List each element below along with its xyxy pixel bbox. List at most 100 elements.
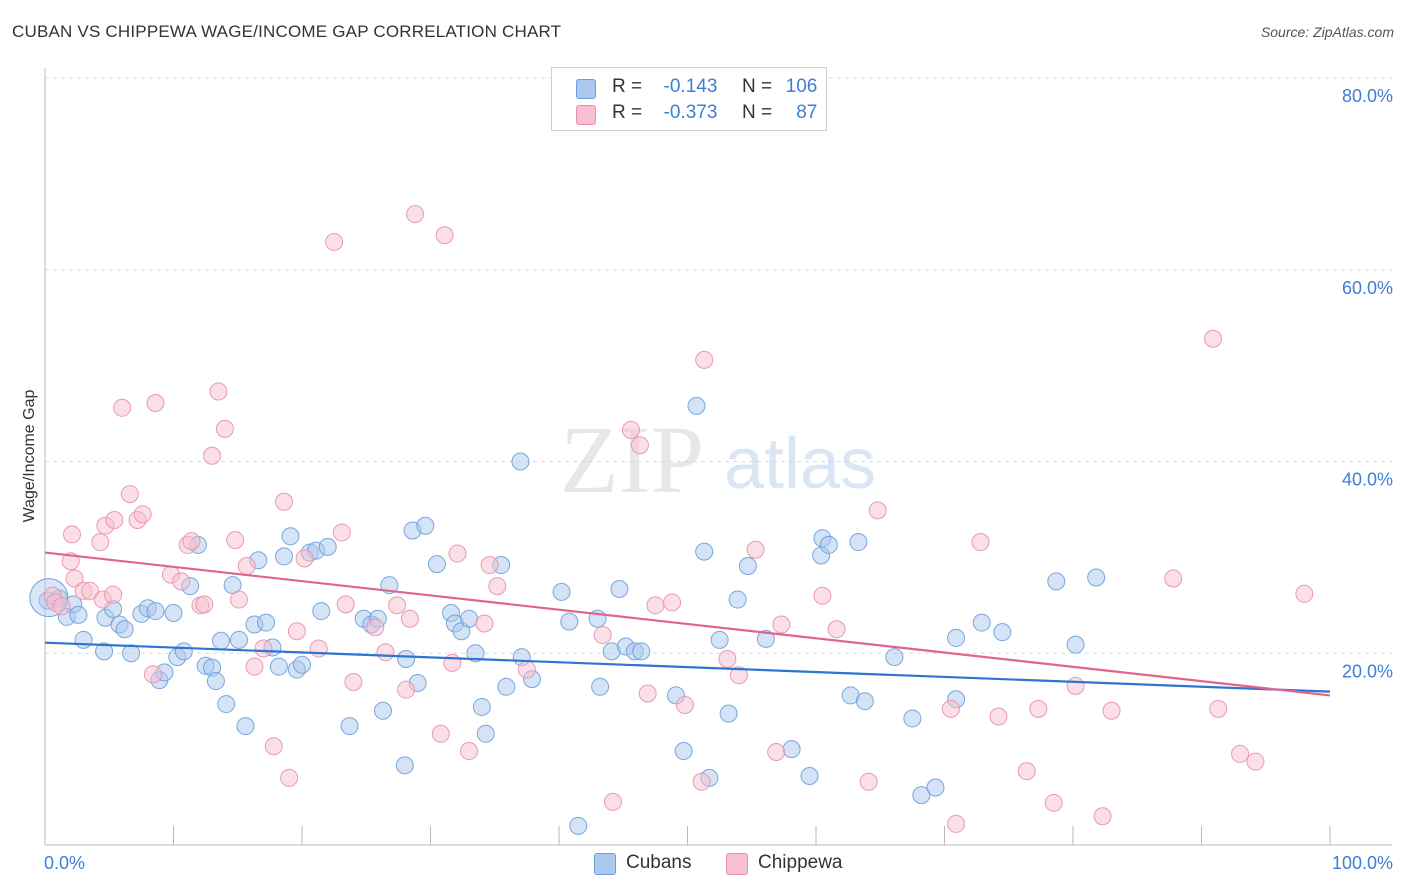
cubans-point [115, 620, 134, 639]
chippewa-point [275, 492, 294, 511]
cubans-point [476, 724, 495, 743]
chippewa-point [480, 556, 499, 575]
chippewa-point [52, 597, 71, 616]
cubans-point [738, 557, 757, 576]
cubans-point [340, 717, 359, 736]
cubans-point [217, 695, 236, 714]
chippewa-point [1246, 752, 1265, 771]
chippewa-point [344, 673, 363, 692]
cubans-point [591, 677, 610, 696]
cubans-point [312, 602, 331, 621]
chippewa-point [295, 549, 314, 568]
y-tick-label: 20.0% [1342, 661, 1393, 681]
chippewa-point [400, 609, 419, 628]
cubans-point [95, 642, 114, 661]
chippewa-point [435, 226, 454, 245]
cubans-point [782, 740, 801, 759]
y-axis-label: Wage/Income Gap [21, 390, 38, 523]
cubans-point [710, 630, 729, 649]
x-tick-label: 100.0% [1332, 853, 1393, 873]
chippewa-point [729, 666, 748, 685]
chippewa-point [746, 540, 765, 559]
chippewa-point [245, 657, 264, 676]
chippewa-point [1102, 701, 1121, 720]
cubans-point [230, 630, 249, 649]
chippewa-point [133, 505, 152, 524]
cubans-point [427, 555, 446, 574]
chippewa-point [280, 768, 299, 787]
chippewa-point [62, 525, 81, 544]
chippewa-point [593, 626, 612, 645]
axes [44, 68, 1392, 846]
cubans-point [257, 613, 276, 632]
chippewa-point [397, 680, 416, 699]
y-tick-label: 60.0% [1342, 278, 1393, 298]
cubans-point [728, 590, 747, 609]
chippewa-point [646, 596, 665, 615]
chippewa-point [143, 665, 162, 684]
chippewa-point [254, 639, 273, 658]
cubans-point [74, 630, 93, 649]
chippewa-point [237, 557, 256, 576]
chippewa-point [431, 724, 450, 743]
cubans-point [395, 756, 414, 775]
cubans-r-value: -0.143 [663, 76, 718, 97]
chippewa-point [630, 436, 649, 455]
cubans-point [912, 786, 931, 805]
chippewa-trend-line [44, 551, 1331, 697]
chippewa-point [264, 737, 283, 756]
chippewa-point [376, 643, 395, 662]
chippewa-point [695, 350, 714, 369]
chippewa-point [1204, 329, 1223, 348]
cubans-point [472, 697, 491, 716]
trend-lines [44, 551, 1331, 697]
chippewa-point [638, 684, 657, 703]
chippewa-point [1295, 584, 1314, 603]
chippewa-point [366, 618, 385, 637]
x-tick-label: 0.0% [44, 853, 85, 873]
tick-labels: 20.0% 40.0% 60.0% 80.0% 0.0% 100.0% [44, 86, 1393, 873]
chippewa-point [91, 533, 110, 552]
chippewa-n-value: 87 [796, 102, 818, 123]
chippewa-point [65, 569, 84, 588]
cubans-point [373, 701, 392, 720]
cubans-point [885, 648, 904, 667]
cubans-swatch [576, 79, 596, 99]
chippewa-point [663, 593, 682, 612]
cubans-point [855, 692, 874, 711]
chippewa-point [105, 510, 124, 529]
cubans-point [610, 580, 629, 599]
cubans-point [1047, 572, 1066, 591]
chippewa-point [475, 614, 494, 633]
y-tick-label: 40.0% [1342, 470, 1393, 490]
cubans-trend-line [44, 641, 1331, 693]
chippewa-point [1017, 762, 1036, 781]
cubans-point [206, 672, 225, 691]
chippewa-point [215, 419, 234, 438]
correlation-legend: R = -0.143 N = 106 R = -0.373 N = 87 [551, 67, 827, 131]
chippewa-point [767, 743, 786, 762]
chippewa-point [941, 699, 960, 718]
chippewa-point [517, 660, 536, 679]
chippewa-point [947, 814, 966, 833]
cubans-point [511, 452, 530, 471]
chippewa-legend-label: Chippewa [758, 852, 843, 873]
chippewa-point [621, 420, 640, 439]
cubans-point [800, 766, 819, 785]
chippewa-point [1066, 676, 1085, 695]
chippewa-point [460, 742, 479, 761]
y-tick-label: 80.0% [1342, 86, 1393, 106]
series-legend: Cubans Chippewa [0, 850, 1406, 880]
chippewa-point [104, 585, 123, 604]
chippewa-point [325, 232, 344, 251]
chippewa-point [692, 772, 711, 791]
cubans-r-label: R = [612, 76, 643, 97]
chippewa-point [336, 595, 355, 614]
cubans-point [849, 533, 868, 552]
chippewa-point [1029, 699, 1048, 718]
chippewa-point [718, 650, 737, 669]
chippewa-point [1209, 699, 1228, 718]
cubans-point [293, 655, 311, 674]
cubans-point [926, 778, 945, 797]
cubans-point [281, 527, 300, 546]
